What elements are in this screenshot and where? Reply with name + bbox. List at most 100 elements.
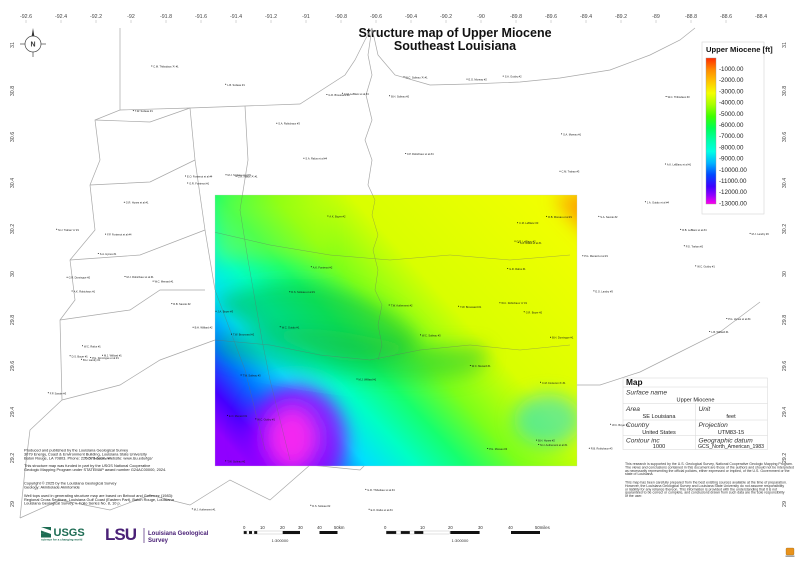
svg-text:W.C. Soileau 'A' #1: W.C. Soileau 'A' #1 (406, 75, 429, 79)
svg-text:T.W. Soileau #2: T.W. Soileau #2 (227, 459, 246, 463)
svg-text:-90.6: -90.6 (370, 14, 382, 20)
svg-text:Country: Country (626, 422, 650, 429)
svg-text:W.C. Guidry #1: W.C. Guidry #1 (282, 325, 300, 329)
svg-text:T.W. Soileau #1: T.W. Soileau #1 (135, 109, 154, 113)
svg-text:science for a changing world: science for a changing world (41, 538, 83, 542)
svg-text:29: 29 (10, 501, 16, 507)
svg-text:J.A. Boyer #3: J.A. Boyer #3 (218, 310, 234, 314)
svg-text:P.G. Menard et al #1: P.G. Menard et al #1 (584, 254, 608, 258)
svg-text:-3000.00: -3000.00 (719, 88, 744, 95)
svg-text:-92: -92 (127, 14, 135, 20)
svg-text:30.8: 30.8 (10, 86, 16, 96)
svg-text:Projection: Projection (699, 422, 729, 429)
svg-text:-91.6: -91.6 (195, 14, 207, 20)
svg-text:A.K. Boyer #2: A.K. Boyer #2 (329, 215, 346, 219)
svg-text:-90.2: -90.2 (440, 14, 452, 20)
svg-text:P.G. Hynes et al #4: P.G. Hynes et al #4 (728, 317, 751, 321)
svg-text:40: 40 (317, 525, 322, 530)
svg-text:M.J. Authement #1: M.J. Authement #1 (194, 507, 216, 511)
svg-text:-88.6: -88.6 (720, 14, 732, 20)
svg-text:Geology: Akinbolade Akintomide: Geology: Akinbolade Akintomide (24, 484, 80, 489)
svg-text:GCS_North_American_1983: GCS_North_American_1983 (698, 444, 764, 450)
svg-text:W.C. Thibodaux #3: W.C. Thibodaux #3 (668, 95, 691, 99)
svg-text:W.C. Rafus #1: W.C. Rafus #1 (84, 344, 101, 348)
svg-text:F.P. Fontenot et al #4: F.P. Fontenot et al #4 (107, 233, 132, 237)
svg-text:31: 31 (782, 42, 788, 48)
svg-text:30.6: 30.6 (10, 132, 16, 142)
svg-text:W.C. Soileau #3: W.C. Soileau #3 (422, 333, 441, 337)
svg-text:LSU: LSU (105, 525, 137, 544)
svg-text:29.4: 29.4 (782, 407, 788, 417)
svg-text:E.O. Fontenot et al #4: E.O. Fontenot et al #4 (187, 175, 213, 179)
svg-text:M.J. Trahan 'A' #1: M.J. Trahan 'A' #1 (58, 228, 79, 232)
svg-text:S.A. Rafus et al #1: S.A. Rafus et al #1 (520, 241, 542, 245)
svg-text:31: 31 (10, 42, 16, 48)
svg-text:Survey: Survey (148, 538, 169, 544)
svg-text:30.2: 30.2 (782, 224, 788, 234)
svg-text:Area: Area (625, 406, 640, 413)
svg-text:29.6: 29.6 (10, 361, 16, 371)
svg-text:M.J. Landry #3: M.J. Landry #3 (752, 232, 770, 236)
svg-text:M.J. Williard #1: M.J. Williard #1 (359, 378, 377, 382)
svg-text:G.R. Domingue #2: G.R. Domingue #2 (69, 276, 91, 280)
svg-text:T.W. Authement #2: T.W. Authement #2 (391, 304, 413, 308)
svg-text:S.A. Guidry #2: S.A. Guidry #2 (505, 75, 522, 79)
svg-text:C.M. Trahan #3: C.M. Trahan #3 (562, 170, 580, 174)
svg-text:1:300000: 1:300000 (272, 538, 289, 543)
svg-text:P.G. Trahan #2: P.G. Trahan #2 (686, 244, 704, 248)
svg-text:-90: -90 (477, 14, 485, 20)
svg-text:United States: United States (642, 430, 676, 436)
svg-text:-7000.00: -7000.00 (719, 133, 744, 140)
svg-text:W.C. Guidry #1: W.C. Guidry #1 (257, 417, 275, 421)
svg-text:L.B. Soileau #1: L.B. Soileau #1 (227, 83, 245, 87)
svg-text:SE Louisiana: SE Louisiana (643, 414, 677, 420)
svg-text:S.A. Savoie #2: S.A. Savoie #2 (600, 215, 618, 219)
svg-text:Louisiana Geological Survey, v: Louisiana Geological Survey, v. Folio Se… (24, 501, 121, 506)
svg-text:T.W. Soileau #3: T.W. Soileau #3 (243, 374, 262, 378)
svg-text:P.G. Domingue et al #1: P.G. Domingue et al #1 (92, 356, 119, 360)
svg-text:G.R. Thibodaux et al #4: G.R. Thibodaux et al #4 (367, 488, 395, 492)
svg-text:10: 10 (420, 525, 425, 530)
svg-text:T.W. Broussard #1: T.W. Broussard #1 (460, 305, 482, 309)
svg-text:J.A. Guidry et al #4: J.A. Guidry et al #4 (647, 200, 670, 204)
svg-text:-92.2: -92.2 (90, 14, 102, 20)
svg-text:29.8: 29.8 (782, 315, 788, 325)
svg-text:B.H. Soileau #2: B.H. Soileau #2 (391, 94, 410, 98)
svg-text:D.S. Soileau et al #1: D.S. Soileau et al #1 (291, 290, 315, 294)
svg-text:Surface name: Surface name (626, 390, 667, 397)
svg-text:G.R. Boyer #2: G.R. Boyer #2 (526, 310, 543, 314)
svg-text:Louisiana Geological: Louisiana Geological (148, 531, 209, 537)
svg-text:C.M. LeBlanc et al #4: C.M. LeBlanc et al #4 (344, 92, 369, 96)
svg-text:-90.4: -90.4 (405, 14, 417, 20)
svg-text:50miles: 50miles (535, 525, 550, 530)
svg-text:C.M. Fontenot 'A' #1: C.M. Fontenot 'A' #1 (542, 381, 566, 385)
svg-text:G.R. Rafus #1: G.R. Rafus #1 (509, 267, 526, 271)
svg-text:F.P. Robichaux et al #4: F.P. Robichaux et al #4 (407, 152, 434, 156)
svg-text:-89.2: -89.2 (615, 14, 627, 20)
svg-text:29.6: 29.6 (782, 361, 788, 371)
svg-text:-91.8: -91.8 (160, 14, 172, 20)
svg-text:B.H. Williard #2: B.H. Williard #2 (195, 326, 213, 330)
svg-text:R.B. Savoie #2: R.B. Savoie #2 (173, 302, 191, 306)
svg-text:D.S. Soileau #2: D.S. Soileau #2 (312, 504, 331, 508)
svg-text:Unit: Unit (699, 406, 712, 413)
svg-text:feet: feet (726, 414, 736, 420)
svg-text:-89.6: -89.6 (545, 14, 557, 20)
svg-text:29.2: 29.2 (10, 453, 16, 463)
svg-text:R.B. Moreau et al #1: R.B. Moreau et al #1 (548, 215, 572, 219)
svg-text:10: 10 (260, 525, 265, 530)
svg-text:R.B. Robichaux #3: R.B. Robichaux #3 (591, 447, 613, 451)
svg-text:P.G. Moreau #3: P.G. Moreau #3 (489, 447, 508, 451)
svg-text:30.8: 30.8 (782, 86, 788, 96)
svg-text:-89.4: -89.4 (580, 14, 592, 20)
svg-text:1000: 1000 (653, 444, 665, 450)
svg-text:Southeast Louisiana: Southeast Louisiana (394, 39, 517, 53)
svg-text:-8000.00: -8000.00 (719, 144, 744, 151)
svg-text:-89.8: -89.8 (510, 14, 522, 20)
svg-text:of the user.: of the user. (625, 494, 642, 498)
svg-text:-91.2: -91.2 (265, 14, 277, 20)
svg-text:R.B. LeBlanc et al #4: R.B. LeBlanc et al #4 (682, 228, 707, 232)
svg-text:30.4: 30.4 (10, 178, 16, 188)
svg-text:29.8: 29.8 (10, 315, 16, 325)
svg-text:20: 20 (280, 525, 285, 530)
